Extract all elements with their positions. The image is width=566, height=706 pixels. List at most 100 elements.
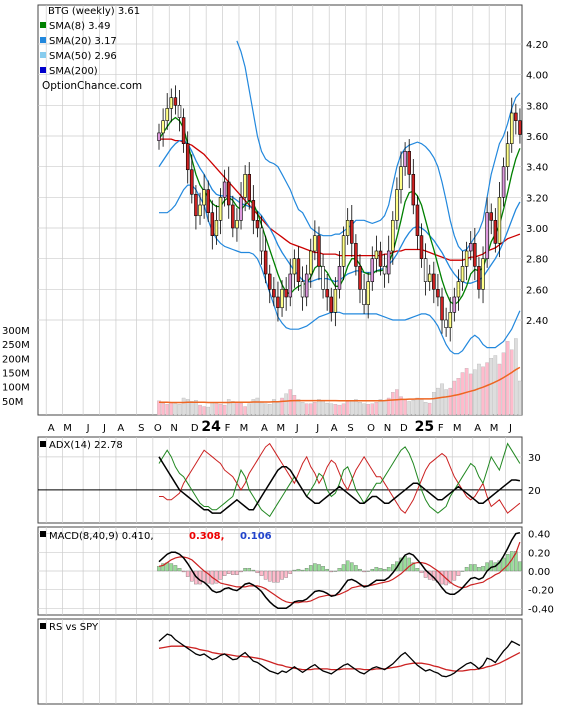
volume-bar	[231, 401, 235, 416]
x-axis-label: M	[240, 423, 249, 434]
candle-body	[366, 281, 370, 305]
candle-body	[407, 151, 411, 175]
macd-histogram-bar	[366, 570, 370, 572]
macd-histogram-bar	[345, 560, 350, 572]
volume-bar	[444, 389, 448, 416]
x-axis-label: N	[384, 423, 391, 434]
candle-body	[259, 227, 264, 252]
volume-bar	[497, 363, 502, 416]
candle-body	[382, 266, 387, 275]
macd-legend-swatch	[40, 531, 46, 537]
candle-body	[337, 266, 342, 290]
candle-body	[427, 273, 432, 282]
volume-bar	[514, 338, 518, 416]
volume-bar	[440, 383, 444, 416]
volume-bar	[292, 395, 297, 416]
x-axis-label: M	[63, 423, 72, 434]
price-y-tick: 2.60	[526, 285, 548, 296]
macd-histogram-bar	[296, 568, 301, 572]
legend-swatch	[40, 67, 46, 73]
macd-title: MACD(8,40,9) 0.410,	[49, 531, 154, 542]
volume-bar	[436, 387, 440, 416]
macd-histogram-bar	[317, 564, 321, 572]
volume-bar	[317, 399, 321, 416]
macd-histogram-bar	[337, 568, 342, 572]
candle-body	[419, 235, 424, 259]
volume-bar	[333, 404, 338, 416]
volume-bar	[272, 399, 276, 416]
rs-panel: RS vs SPY	[37, 618, 523, 705]
volume-y-tick: 50M	[2, 397, 23, 408]
candle-body	[497, 197, 502, 244]
macd-histogram-bar	[329, 570, 334, 573]
candle-body	[296, 258, 301, 282]
volume-bar	[354, 399, 358, 416]
macd-histogram-bar	[440, 570, 444, 585]
volume-bar	[501, 352, 506, 416]
x-axis-label: J	[86, 423, 90, 434]
volume-bar	[411, 400, 416, 416]
adx-line	[158, 456, 521, 514]
macd-histogram-bar	[304, 568, 309, 572]
macd-histogram-bar	[198, 570, 202, 585]
volume-bar	[481, 366, 485, 416]
candle-body	[198, 204, 202, 217]
macd-histogram-bar	[173, 565, 178, 572]
volume-bar	[448, 387, 453, 416]
price-y-tick: 2.80	[526, 255, 548, 266]
volume-bar	[181, 397, 186, 416]
macd-signal-value: 0.308,	[189, 531, 224, 542]
candle-body	[161, 120, 165, 134]
volume-bar	[267, 404, 272, 416]
volume-bar	[509, 349, 514, 416]
macd-histogram-bar	[255, 570, 260, 574]
candle-body	[177, 105, 182, 118]
macd-histogram-bar	[358, 568, 362, 572]
candle-body	[432, 273, 436, 290]
x-axis: A M J J A S O N D 24 F M A M J J A S O N D 25 F M A M J	[48, 419, 512, 435]
rs-frame	[37, 618, 523, 705]
candle-body	[391, 220, 395, 252]
adx-title: ADX(14) 22.78	[49, 440, 123, 451]
x-axis-label: F	[225, 423, 231, 434]
volume-bar	[366, 404, 370, 416]
candle-body	[436, 289, 440, 298]
macd-histogram-bar	[407, 557, 411, 572]
rs-title: RS vs SPY	[49, 622, 99, 633]
volume-bar	[259, 402, 264, 416]
volume-bar	[432, 392, 436, 416]
macd-histogram-bar	[300, 569, 305, 572]
macd-histogram-bar	[243, 568, 247, 572]
candle-body	[456, 281, 461, 298]
candle-body	[477, 266, 481, 290]
macd-y-tick: -0.40	[528, 604, 554, 615]
volume-bar	[243, 406, 247, 416]
volume-bar	[489, 358, 494, 416]
candle-body	[206, 189, 210, 213]
volume-bar	[173, 403, 178, 416]
price-y-tick: 3.20	[526, 193, 548, 204]
macd-histogram-bar	[477, 567, 481, 572]
volume-ma-line	[159, 366, 521, 404]
volume-bar	[226, 399, 231, 416]
macd-histogram-bar	[501, 557, 506, 572]
candle-body	[485, 212, 489, 259]
macd-histogram-bar	[489, 560, 494, 572]
x-axis-label: S	[138, 423, 144, 434]
candle-body	[386, 250, 391, 275]
legend-entry: BTG (weekly) 3.61	[48, 6, 140, 17]
price-y-tick: 4.20	[526, 40, 548, 51]
candle-body	[181, 117, 186, 144]
candle-body	[284, 289, 288, 298]
volume-bar	[419, 399, 424, 416]
rs-legend-swatch	[40, 623, 46, 629]
macd-histogram-bar	[288, 570, 293, 574]
x-axis-label: D	[400, 423, 408, 434]
x-axis-label: O	[154, 423, 162, 434]
candle-body	[194, 193, 198, 217]
legend-entry: SMA(200)	[49, 66, 98, 77]
candle-body	[444, 319, 448, 328]
volume-bar	[374, 402, 379, 416]
candle-body	[514, 112, 518, 121]
macd-histogram-bar	[272, 570, 276, 583]
